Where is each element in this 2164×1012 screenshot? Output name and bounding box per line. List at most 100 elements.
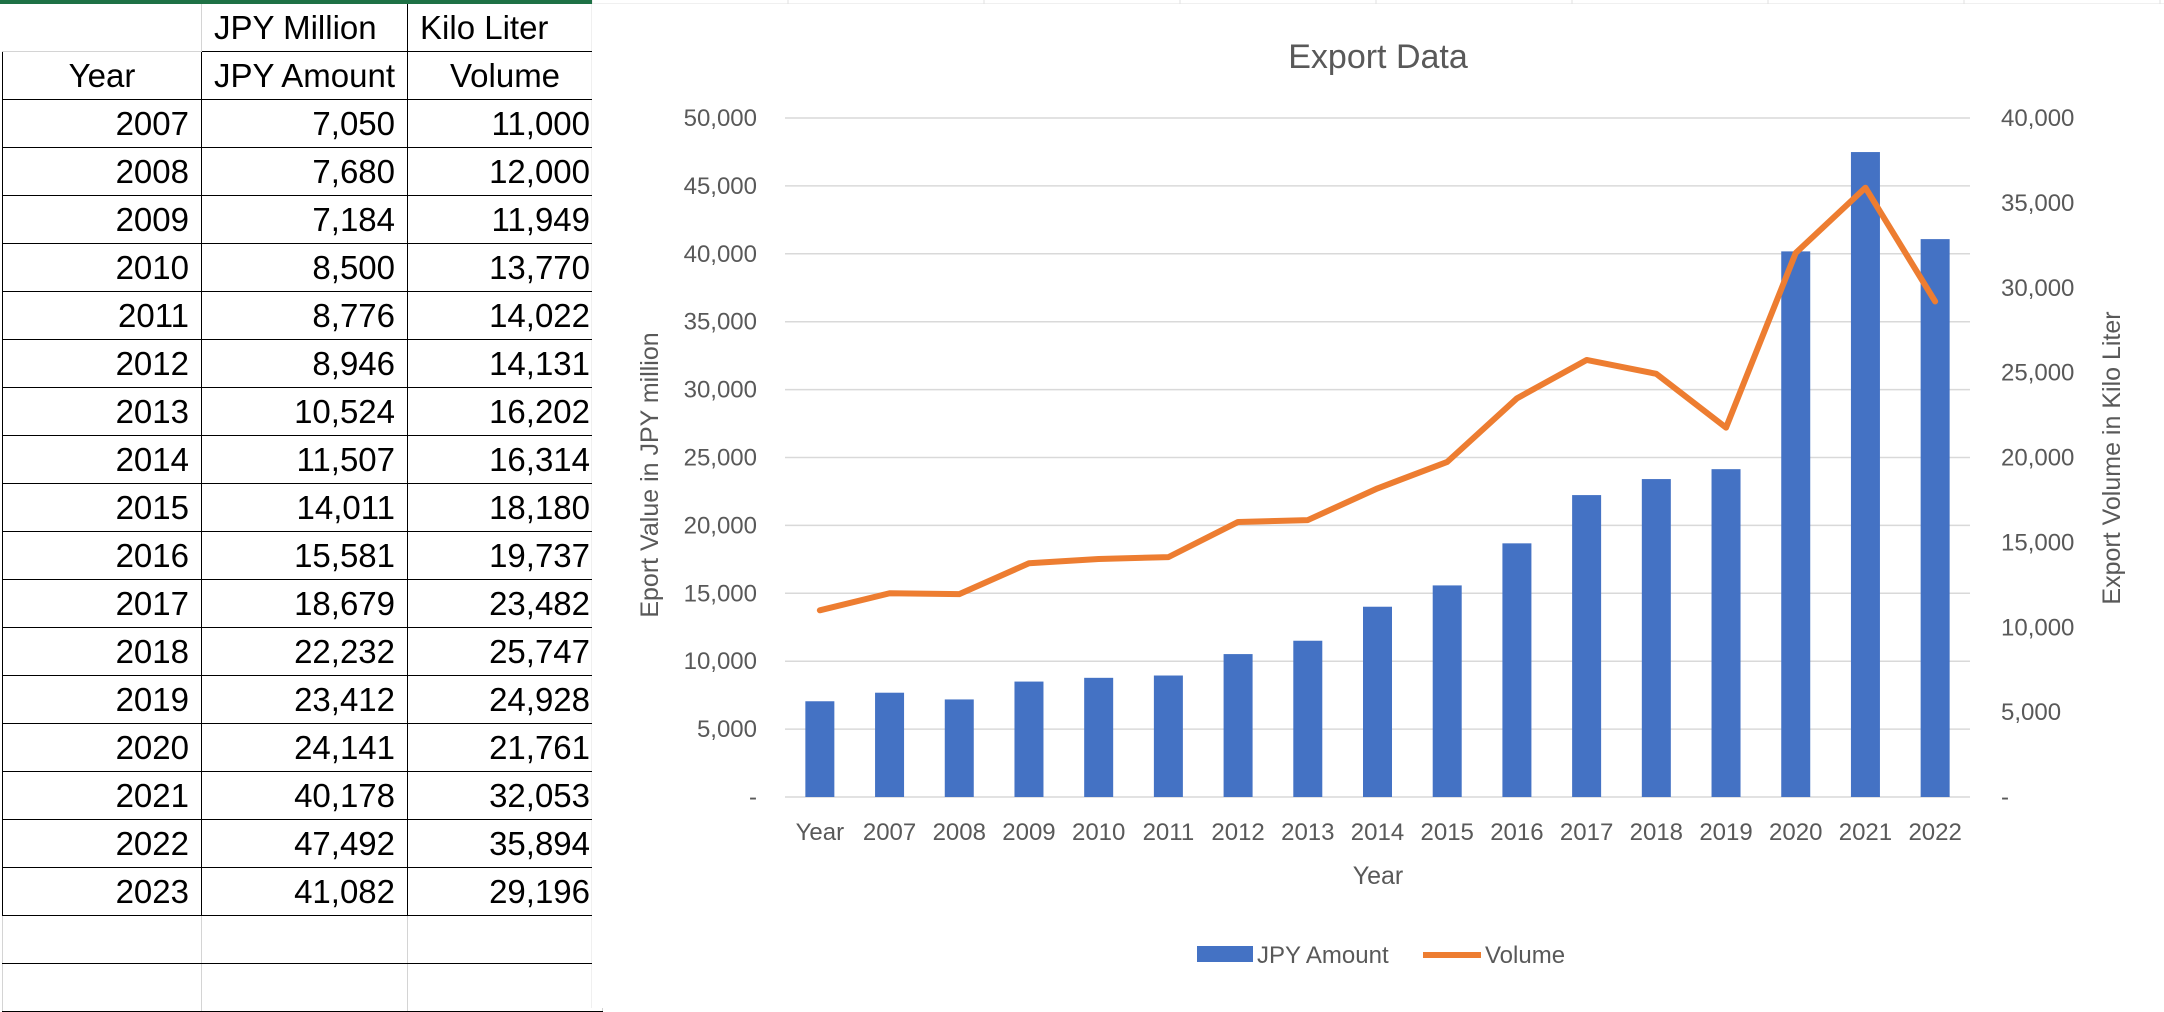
table-cell[interactable]: 18,180 bbox=[407, 483, 604, 532]
legend-label-jpy-amount: JPY Amount bbox=[1257, 942, 1389, 969]
table-cell[interactable]: 32,053 bbox=[407, 771, 604, 820]
table-cell[interactable]: JPY Amount bbox=[201, 51, 409, 100]
table-cell[interactable]: 18,679 bbox=[201, 579, 409, 628]
x-axis-title: Year bbox=[1353, 862, 1404, 890]
table-cell[interactable]: 41,082 bbox=[201, 867, 409, 916]
bar-jpy-amount[interactable] bbox=[1572, 495, 1602, 797]
x-tick-label: Year bbox=[796, 819, 845, 846]
table-cell[interactable]: 8,946 bbox=[201, 339, 409, 388]
table-cell[interactable]: 2011 bbox=[2, 291, 202, 340]
table-cell[interactable]: 14,011 bbox=[201, 483, 409, 532]
table-cell[interactable]: Kilo Liter bbox=[407, 4, 604, 52]
table-cell[interactable]: 19,737 bbox=[407, 531, 604, 580]
bar-jpy-amount[interactable] bbox=[1711, 469, 1741, 797]
table-cell[interactable]: 16,202 bbox=[407, 387, 604, 436]
bar-jpy-amount[interactable] bbox=[1014, 681, 1044, 797]
table-cell[interactable]: 7,050 bbox=[201, 99, 409, 148]
table-cell[interactable]: 23,482 bbox=[407, 579, 604, 628]
bar-jpy-amount[interactable] bbox=[1641, 479, 1671, 797]
table-cell[interactable]: 2016 bbox=[2, 531, 202, 580]
table-cell[interactable]: 21,761 bbox=[407, 723, 604, 772]
table-cell[interactable]: 8,500 bbox=[201, 243, 409, 292]
table-cell[interactable]: 7,680 bbox=[201, 147, 409, 196]
table-cell[interactable]: 47,492 bbox=[201, 819, 409, 868]
bar-jpy-amount[interactable] bbox=[805, 701, 835, 797]
y-tick-label: 20,000 bbox=[684, 512, 757, 539]
bar-jpy-amount[interactable] bbox=[875, 692, 905, 797]
bar-jpy-amount[interactable] bbox=[1363, 606, 1392, 797]
x-tick-label: 2016 bbox=[1490, 819, 1543, 846]
bar-jpy-amount[interactable] bbox=[1781, 251, 1811, 798]
table-cell[interactable]: 2019 bbox=[2, 675, 202, 724]
chart-title: Export Data bbox=[1288, 38, 1468, 76]
table-cell[interactable]: 25,747 bbox=[407, 627, 604, 676]
table-cell[interactable]: 10,524 bbox=[201, 387, 409, 436]
bar-jpy-amount[interactable] bbox=[1850, 152, 1880, 797]
table-cell[interactable]: 2021 bbox=[2, 771, 202, 820]
table-row: 2020 24,141 21,761 bbox=[2, 723, 604, 772]
table-cell[interactable]: 11,949 bbox=[407, 195, 604, 244]
table-cell[interactable]: 2010 bbox=[2, 243, 202, 292]
bar-jpy-amount[interactable] bbox=[1223, 654, 1253, 797]
table-cell[interactable] bbox=[2, 915, 202, 964]
table-cell[interactable] bbox=[2, 4, 202, 52]
table-cell[interactable]: 12,000 bbox=[407, 147, 604, 196]
table-cell[interactable]: 2008 bbox=[2, 147, 202, 196]
y2-tick-label: 25,000 bbox=[2001, 360, 2074, 387]
bar-jpy-amount[interactable] bbox=[1153, 675, 1183, 797]
table-cell[interactable] bbox=[201, 915, 409, 964]
table-cell[interactable]: 2023 bbox=[2, 867, 202, 916]
table-cell[interactable]: 14,022 bbox=[407, 291, 604, 340]
table-cell[interactable]: 2017 bbox=[2, 579, 202, 628]
table-cell[interactable]: JPY Million bbox=[201, 4, 409, 52]
table-cell[interactable]: 15,581 bbox=[201, 531, 409, 580]
table-cell[interactable]: 22,232 bbox=[201, 627, 409, 676]
table-cell[interactable]: 23,412 bbox=[201, 675, 409, 724]
table-row: 2007 7,050 11,000 bbox=[2, 99, 604, 148]
table-cell[interactable]: 2009 bbox=[2, 195, 202, 244]
table-cell[interactable]: 14,131 bbox=[407, 339, 604, 388]
table-cell[interactable]: 2013 bbox=[2, 387, 202, 436]
table-cell[interactable]: 7,184 bbox=[201, 195, 409, 244]
bar-jpy-amount[interactable] bbox=[1920, 239, 1950, 797]
table-cell[interactable]: 8,776 bbox=[201, 291, 409, 340]
table-row: 2010 8,500 13,770 bbox=[2, 243, 604, 292]
table-cell[interactable]: 35,894 bbox=[407, 819, 604, 868]
table-cell[interactable]: 16,314 bbox=[407, 435, 604, 484]
table-cell[interactable]: 2012 bbox=[2, 339, 202, 388]
table-cell[interactable]: 2018 bbox=[2, 627, 202, 676]
y-tick-label: 25,000 bbox=[684, 445, 757, 472]
y2-tick-label: 10,000 bbox=[2001, 614, 2074, 641]
table-cell[interactable]: Volume bbox=[407, 51, 604, 100]
y-tick-label: 40,000 bbox=[684, 241, 757, 268]
table-cell[interactable] bbox=[201, 963, 409, 1012]
bar-jpy-amount[interactable] bbox=[1432, 585, 1462, 797]
line-volume[interactable] bbox=[816, 184, 1939, 614]
table-cell[interactable]: 2015 bbox=[2, 483, 202, 532]
x-tick-label: 2018 bbox=[1630, 819, 1683, 846]
table-cell[interactable]: 2014 bbox=[2, 435, 202, 484]
bar-jpy-amount[interactable] bbox=[1502, 543, 1532, 797]
table-cell[interactable]: 2022 bbox=[2, 819, 202, 868]
table-cell[interactable]: 2007 bbox=[2, 99, 202, 148]
bar-jpy-amount[interactable] bbox=[1084, 677, 1114, 797]
table-cell[interactable] bbox=[407, 963, 604, 1012]
table-row: 2008 7,680 12,000 bbox=[2, 147, 604, 196]
table-cell[interactable]: 11,000 bbox=[407, 99, 604, 148]
table-cell[interactable]: Year bbox=[2, 51, 202, 100]
table-cell[interactable]: 24,928 bbox=[407, 675, 604, 724]
chart-area[interactable] bbox=[592, 4, 2164, 1008]
y-tick-label: 10,000 bbox=[684, 648, 757, 675]
bar-jpy-amount[interactable] bbox=[944, 699, 974, 797]
table-cell[interactable] bbox=[407, 915, 604, 964]
table-cell[interactable] bbox=[2, 963, 202, 1012]
x-tick-label: 2011 bbox=[1143, 819, 1195, 846]
data-table: JPY Million Kilo Liter Year JPY Amount Volum… bbox=[2, 4, 604, 1012]
table-cell[interactable]: 40,178 bbox=[201, 771, 409, 820]
table-cell[interactable]: 24,141 bbox=[201, 723, 409, 772]
table-cell[interactable]: 13,770 bbox=[407, 243, 604, 292]
table-cell[interactable]: 11,507 bbox=[201, 435, 409, 484]
bar-jpy-amount[interactable] bbox=[1293, 640, 1323, 797]
table-cell[interactable]: 2020 bbox=[2, 723, 202, 772]
